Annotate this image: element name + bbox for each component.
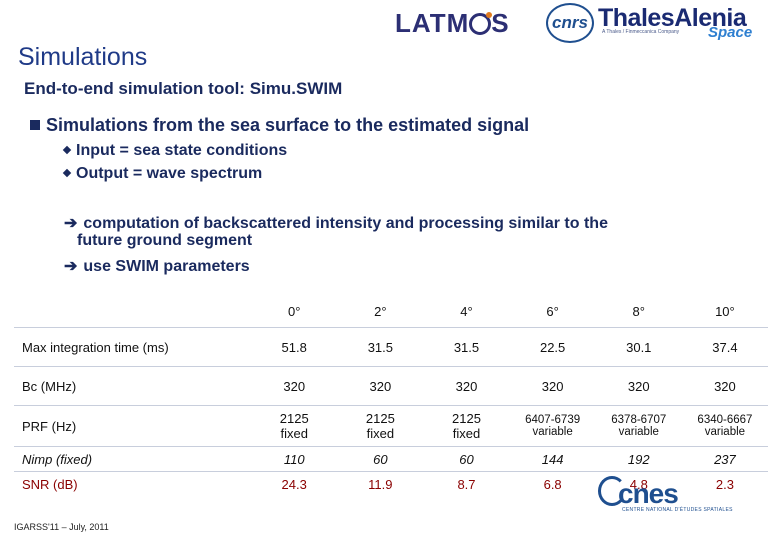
table-corner [14, 295, 251, 328]
conference-footer: IGARSS'11 – July, 2011 [14, 522, 109, 532]
sub-bullet-output: Output = wave spectrum [62, 165, 262, 183]
thales-alenia-logo: ThalesAlenia [598, 4, 747, 32]
table-cell: 60 [423, 446, 510, 472]
header-cell: 10° [715, 303, 735, 319]
table-cell: 11.9 [337, 471, 424, 496]
table-cell: 6378-6707 variable [595, 405, 682, 447]
arrow-item-computation: ➔ computation of backscattered intensity … [64, 215, 608, 232]
table-cell: 6340-6667 variable [681, 405, 768, 447]
diamond-bullet-icon [62, 145, 72, 155]
right-arrow-icon: ➔ [64, 215, 78, 232]
thales-alenia-tagline: A Thales / Finmeccanica Company [602, 29, 680, 35]
table-cell: 60 [337, 446, 424, 472]
table-cell: 31.5 [423, 327, 510, 367]
slide-title: Simulations [18, 43, 148, 71]
table-cell: 192 [595, 446, 682, 472]
table-cell: 144 [509, 446, 596, 472]
row-label: SNR (dB) [14, 471, 252, 496]
cnes-swoosh-icon [598, 476, 626, 506]
table-cell: 320 [681, 366, 768, 406]
table-cell: 320 [423, 366, 510, 406]
row-label: Bc (MHz) [14, 366, 252, 406]
square-bullet-icon [30, 120, 40, 130]
table-header-row: 0° 2° 4° 6° 8° 10° [14, 295, 768, 328]
table-cell: 51.8 [251, 327, 338, 367]
row-label: Max integration time (ms) [14, 327, 252, 367]
row-label: PRF (Hz) [14, 405, 252, 447]
table-row: Bc (MHz) 320 320 320 320 320 320 [14, 366, 768, 406]
table-cell: 320 [337, 366, 424, 406]
thales-alenia-space-text: Space [708, 24, 753, 41]
latmos-logo: LATM S [395, 8, 510, 38]
table-cell: 320 [595, 366, 682, 406]
table-cell: 2125 fixed [423, 405, 510, 447]
header-cell: 4° [460, 303, 473, 319]
arrow-item-swim: ➔ use SWIM parameters [64, 258, 250, 275]
table-cell: 2125 fixed [251, 405, 338, 447]
table-cell: 37.4 [681, 327, 768, 367]
arrow-item-continuation: future ground segment [77, 232, 253, 249]
table-cell: 6407-6739 variable [509, 405, 596, 447]
table-row: Nimp (fixed) 110 60 60 144 192 237 [14, 446, 768, 472]
table-cell: 6.8 [509, 471, 596, 496]
table-row: Max integration time (ms) 51.8 31.5 31.5… [14, 327, 768, 367]
cnes-logo: cnes [618, 478, 679, 509]
swim-parameters-table: 0° 2° 4° 6° 8° 10° Max integration time … [14, 295, 768, 496]
table-cell: 320 [509, 366, 596, 406]
header-cell: 2° [374, 303, 387, 319]
table-cell: 237 [681, 446, 768, 472]
header-cell: 6° [546, 303, 559, 319]
table-cell: 22.5 [509, 327, 596, 367]
table-row: PRF (Hz) 2125 fixed 2125 fixed 2125 fixed 6… [14, 405, 768, 447]
diamond-bullet-icon [62, 168, 72, 178]
latmos-o-icon [469, 12, 493, 35]
header-cell: 0° [287, 303, 301, 319]
table-cell: 2125 fixed [337, 405, 424, 447]
table-cell: 24.3 [251, 471, 338, 496]
table-cell: 320 [251, 366, 338, 406]
slide-subtitle: End-to-end simulation tool: Simu.SWIM [24, 79, 343, 98]
table-cell: 2.3 [681, 471, 768, 496]
header-cell: 8° [632, 303, 645, 319]
cnes-tagline: CENTRE NATIONAL D'ÉTUDES SPATIALES [622, 507, 733, 513]
cnrs-logo: cnrs [546, 3, 594, 43]
right-arrow-icon: ➔ [64, 258, 78, 275]
row-label: Nimp (fixed) [14, 446, 252, 472]
sub-bullet-input: Input = sea state conditions [62, 142, 287, 160]
main-bullet: Simulations from the sea surface to the … [30, 115, 529, 136]
table-cell: 30.1 [595, 327, 682, 367]
table-cell: 31.5 [337, 327, 424, 367]
table-cell: 110 [251, 446, 338, 472]
table-cell: 8.7 [423, 471, 510, 496]
